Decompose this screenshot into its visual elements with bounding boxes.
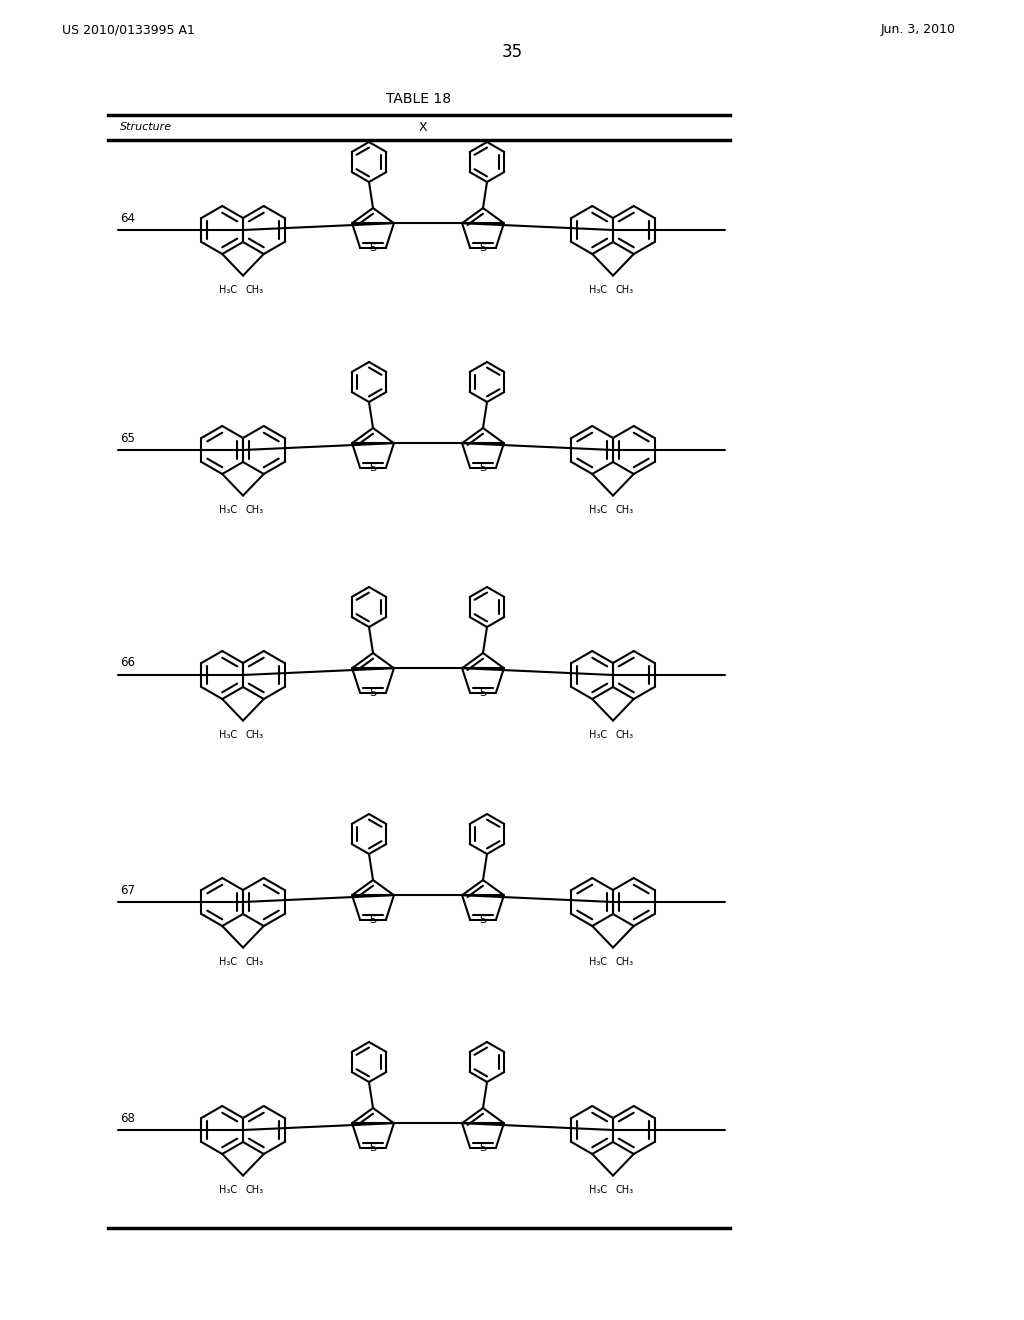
Text: Jun. 3, 2010: Jun. 3, 2010 <box>881 24 956 37</box>
Text: S: S <box>479 1143 486 1152</box>
Text: H₃C: H₃C <box>589 957 607 966</box>
Text: CH₃: CH₃ <box>245 504 263 515</box>
Text: 65: 65 <box>120 432 135 445</box>
Text: CH₃: CH₃ <box>245 285 263 294</box>
Text: 67: 67 <box>120 883 135 896</box>
Text: H₃C: H₃C <box>219 1184 237 1195</box>
Text: CH₃: CH₃ <box>615 504 633 515</box>
Text: CH₃: CH₃ <box>245 957 263 966</box>
Text: Structure: Structure <box>120 123 172 132</box>
Text: S: S <box>479 915 486 925</box>
Text: H₃C: H₃C <box>219 730 237 739</box>
Text: S: S <box>370 1143 377 1152</box>
Text: CH₃: CH₃ <box>615 1184 633 1195</box>
Text: S: S <box>479 688 486 698</box>
Text: S: S <box>370 243 377 253</box>
Text: X: X <box>419 121 428 135</box>
Text: S: S <box>370 688 377 698</box>
Text: S: S <box>370 915 377 925</box>
Text: 68: 68 <box>120 1111 135 1125</box>
Text: CH₃: CH₃ <box>615 957 633 966</box>
Text: S: S <box>479 463 486 473</box>
Text: S: S <box>479 243 486 253</box>
Text: 66: 66 <box>120 656 135 669</box>
Text: H₃C: H₃C <box>219 957 237 966</box>
Text: H₃C: H₃C <box>589 1184 607 1195</box>
Text: H₃C: H₃C <box>589 730 607 739</box>
Text: H₃C: H₃C <box>219 504 237 515</box>
Text: US 2010/0133995 A1: US 2010/0133995 A1 <box>62 24 195 37</box>
Text: H₃C: H₃C <box>589 285 607 294</box>
Text: H₃C: H₃C <box>219 285 237 294</box>
Text: S: S <box>370 463 377 473</box>
Text: CH₃: CH₃ <box>245 1184 263 1195</box>
Text: CH₃: CH₃ <box>245 730 263 739</box>
Text: TABLE 18: TABLE 18 <box>386 92 452 106</box>
Text: 35: 35 <box>502 44 522 61</box>
Text: CH₃: CH₃ <box>615 730 633 739</box>
Text: H₃C: H₃C <box>589 504 607 515</box>
Text: CH₃: CH₃ <box>615 285 633 294</box>
Text: 64: 64 <box>120 211 135 224</box>
